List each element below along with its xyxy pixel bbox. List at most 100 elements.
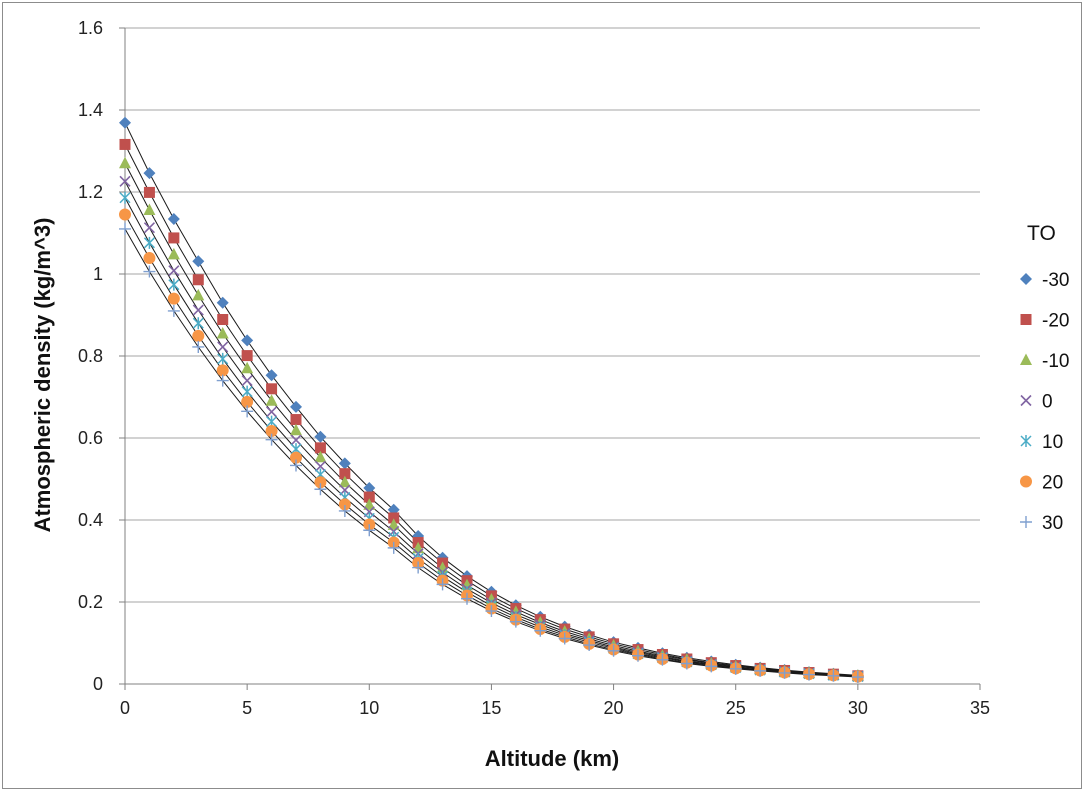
series-20 xyxy=(119,208,864,683)
x-tick-label: 30 xyxy=(848,698,868,718)
y-tick-label: 1.2 xyxy=(78,182,103,202)
data-point xyxy=(314,483,327,496)
data-point xyxy=(534,624,547,637)
legend-label: 30 xyxy=(1042,513,1063,534)
data-point xyxy=(241,361,254,374)
legend-label: 0 xyxy=(1042,392,1053,413)
x-tick-label: 0 xyxy=(120,698,130,718)
data-point xyxy=(143,252,156,265)
data-point xyxy=(217,352,229,365)
data-point xyxy=(192,304,204,316)
data-point xyxy=(167,304,180,317)
data-point xyxy=(241,395,254,408)
data-point xyxy=(192,255,205,268)
data-point xyxy=(558,632,571,645)
data-point xyxy=(241,405,254,418)
y-tick-label: 0.2 xyxy=(78,592,103,612)
data-point xyxy=(338,498,351,511)
data-point xyxy=(167,292,180,305)
data-point xyxy=(680,657,693,670)
data-point xyxy=(216,374,229,387)
legend-marker xyxy=(1020,475,1032,488)
data-point xyxy=(266,383,278,395)
data-point xyxy=(265,433,278,446)
x-tick-label: 5 xyxy=(242,698,252,718)
y-tick-label: 0.8 xyxy=(78,346,103,366)
data-point xyxy=(363,498,376,510)
legend-label: 20 xyxy=(1042,473,1063,494)
legend-label: -20 xyxy=(1042,311,1069,332)
data-point xyxy=(192,317,204,330)
legend-label: 10 xyxy=(1042,432,1063,453)
data-point xyxy=(143,236,155,249)
y-tick-label: 0.6 xyxy=(78,428,103,448)
legend-label: -10 xyxy=(1042,351,1069,372)
y-tick-label: 1.6 xyxy=(78,18,103,38)
data-point xyxy=(363,482,376,495)
legend-marker xyxy=(1020,314,1032,325)
data-point xyxy=(119,208,131,221)
x-tick-label: 10 xyxy=(359,698,379,718)
data-point xyxy=(143,222,155,234)
data-point xyxy=(119,138,131,150)
legend-marker xyxy=(1020,394,1032,407)
legend-label: -30 xyxy=(1042,270,1069,291)
data-point xyxy=(754,664,767,677)
y-tick-label: 1 xyxy=(93,264,103,284)
data-point xyxy=(314,460,326,472)
legend-title: TO xyxy=(1027,222,1056,245)
data-point xyxy=(314,450,327,463)
axes: 0 0.2 0.4 0.6 0.8 1 1.2 1.4 1.6 0 5 10 15 20 25 30 35 xyxy=(78,18,990,718)
data-point xyxy=(290,434,302,446)
data-point xyxy=(241,375,253,387)
data-point xyxy=(167,247,180,260)
data-point xyxy=(485,605,498,618)
data-point xyxy=(266,406,278,418)
data-point xyxy=(168,265,180,277)
legend-marker xyxy=(1020,353,1032,365)
data-point xyxy=(729,662,742,675)
data-point xyxy=(143,265,156,278)
data-point xyxy=(265,425,278,438)
y-tick-label: 0.4 xyxy=(78,510,103,530)
data-point xyxy=(241,385,253,398)
data-point xyxy=(290,414,302,426)
data-point xyxy=(119,191,131,204)
y-tick-label: 0 xyxy=(93,674,103,694)
data-point xyxy=(217,341,229,353)
x-tick-label: 25 xyxy=(726,698,746,718)
data-point xyxy=(216,326,229,339)
data-point xyxy=(827,669,840,682)
data-point xyxy=(607,644,620,657)
data-point xyxy=(143,203,156,216)
y-axis-title: Atmospheric density (kg/m^3) xyxy=(30,218,55,533)
data-point xyxy=(192,288,205,301)
data-point xyxy=(851,671,864,684)
data-point xyxy=(241,350,253,362)
data-point xyxy=(778,666,791,679)
data-point xyxy=(192,340,205,353)
data-point xyxy=(265,394,278,406)
data-point xyxy=(314,442,326,454)
data-point xyxy=(192,329,205,342)
x-tick-label: 20 xyxy=(604,698,624,718)
data-point xyxy=(412,561,425,574)
series-30 xyxy=(119,222,864,684)
data-point xyxy=(705,660,718,673)
data-point xyxy=(363,524,376,537)
data-point xyxy=(290,459,302,472)
x-axis-title: Altitude (km) xyxy=(485,746,619,771)
data-point xyxy=(143,186,155,198)
legend-marker xyxy=(1020,516,1032,528)
data-point xyxy=(216,364,229,377)
data-point xyxy=(119,175,131,187)
data-point xyxy=(338,504,351,517)
data-point xyxy=(265,369,278,382)
data-point xyxy=(241,334,254,347)
data-point xyxy=(656,653,669,666)
data-point xyxy=(119,156,131,169)
data-point xyxy=(583,639,596,652)
legend-marker xyxy=(1020,273,1032,285)
data-point xyxy=(168,278,180,291)
